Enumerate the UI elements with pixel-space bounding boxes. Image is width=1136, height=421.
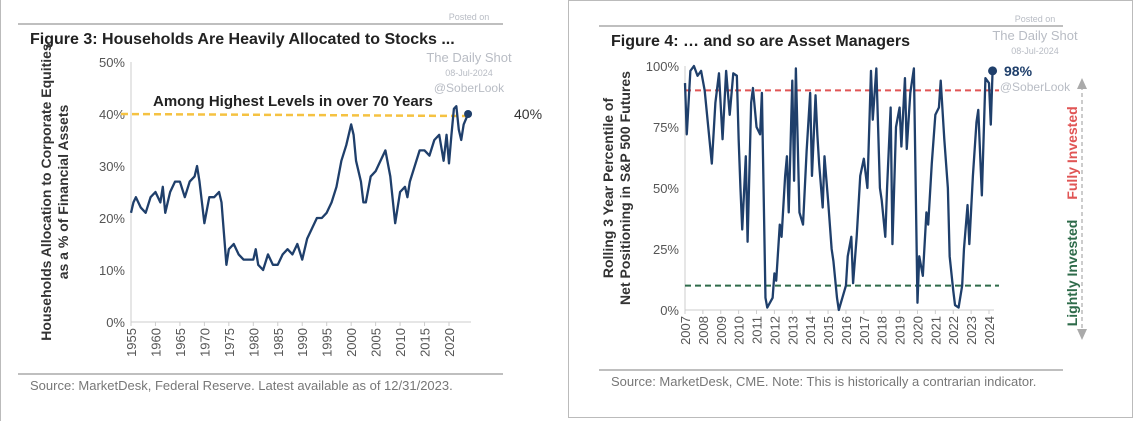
y-tick-label: 0% (660, 303, 679, 318)
reference-line-40 (120, 112, 469, 118)
x-tick-label: 1955 (124, 328, 139, 357)
lightly-invested-label: Lightly Invested (1064, 220, 1080, 327)
x-tick-label: 1965 (173, 328, 188, 357)
watermark-handle: @SoberLook (1000, 80, 1071, 94)
x-tick-label: 2014 (803, 316, 818, 345)
y-axis-label-line2: Net Positioning in S&P 500 Futures (617, 71, 633, 305)
x-tick-label: 1995 (320, 328, 335, 357)
x-tick-label: 2008 (696, 316, 711, 345)
arrow-down-icon (1077, 329, 1087, 340)
chart-title: Figure 4: … and so are Asset Managers (611, 33, 910, 50)
y-tick-label: 25% (653, 242, 679, 257)
y-tick-label: 50% (653, 181, 679, 196)
x-tick-label: 2007 (678, 316, 693, 345)
annotation: Among Highest Levels in over 70 Years (153, 93, 433, 110)
x-tick-label: 2010 (393, 328, 408, 357)
x-tick-label: 2000 (344, 328, 359, 357)
x-tick-label: 2020 (910, 316, 925, 345)
y-axis-label-line2: as a % of Financial Assets (55, 105, 71, 280)
x-tick-label: 2015 (821, 316, 836, 345)
x-tick-label: 2005 (369, 328, 384, 357)
x-tick-label: 2018 (875, 316, 890, 345)
x-tick-label: 2017 (857, 316, 872, 345)
y-tick-label: 30% (99, 159, 125, 174)
y-axis-label-line1: Households Allocation to Corporate Equit… (38, 43, 54, 341)
x-tick-label: 1970 (197, 328, 212, 357)
x-tick-label: 2009 (714, 316, 729, 345)
fully-invested-label: Fully Invested (1064, 106, 1080, 199)
watermark-source: The Daily Shot (426, 50, 512, 65)
source-note: Source: MarketDesk, CME. Note: This is h… (611, 374, 1036, 389)
x-tick-label: 2012 (767, 316, 782, 345)
x-tick-label: 1990 (295, 328, 310, 357)
end-label: 98% (1004, 63, 1033, 79)
chart-title: Figure 3: Households Are Heavily Allocat… (30, 31, 455, 48)
watermark-date: 08-Jul-2024 (1011, 46, 1059, 56)
figure-3-panel: Figure 3: Households Are Heavily Allocat… (0, 0, 561, 421)
y-tick-label: 50% (99, 55, 125, 70)
y-tick-label: 10% (99, 263, 125, 278)
source-note: Source: MarketDesk, Federal Reserve. Lat… (30, 378, 453, 393)
x-tick-label: 2013 (785, 316, 800, 345)
x-tick-label: 2015 (418, 328, 433, 357)
x-tick-label: 1985 (271, 328, 286, 357)
x-tick-label: 2010 (732, 316, 747, 345)
series-line (129, 105, 470, 272)
watermark-handle: @SoberLook (434, 81, 505, 95)
last-point-marker (464, 110, 473, 118)
y-tick-label: 75% (653, 120, 679, 135)
y-tick-label: 0% (106, 315, 125, 330)
x-tick-label: 1960 (148, 328, 163, 357)
watermark-date: 08-Jul-2024 (445, 68, 493, 78)
last-point-marker (988, 66, 998, 76)
x-tick-label: 2023 (964, 316, 979, 345)
y-tick-label: 20% (99, 211, 125, 226)
figure-4-panel: Figure 4: … and so are Asset Managers Pos… (568, 0, 1133, 418)
x-tick-label: 2022 (946, 316, 961, 345)
x-tick-label: 2019 (893, 316, 908, 345)
series-line (683, 64, 994, 312)
figure-3-chart: Figure 3: Households Are Heavily Allocat… (18, 12, 542, 393)
figure-4-chart: Figure 4: … and so are Asset Managers Pos… (599, 14, 1087, 389)
x-tick-label: 2020 (442, 328, 457, 357)
x-tick-label: 2021 (928, 316, 943, 345)
y-axis-label-line1: Rolling 3 Year Percentile of (600, 98, 616, 279)
y-tick-label: 40% (99, 107, 125, 122)
x-tick-label: 1975 (222, 328, 237, 357)
arrow-up-icon (1077, 78, 1087, 89)
end-label: 40% (514, 106, 542, 122)
watermark-source: The Daily Shot (992, 28, 1078, 43)
x-tick-label: 2016 (839, 316, 854, 345)
y-tick-label: 100% (646, 59, 680, 74)
watermark-posted: Posted on (1015, 14, 1056, 24)
x-tick-label: 2024 (982, 316, 997, 345)
x-tick-label: 2011 (750, 316, 765, 344)
x-tick-label: 1980 (246, 328, 261, 357)
watermark-posted: Posted on (449, 12, 490, 22)
